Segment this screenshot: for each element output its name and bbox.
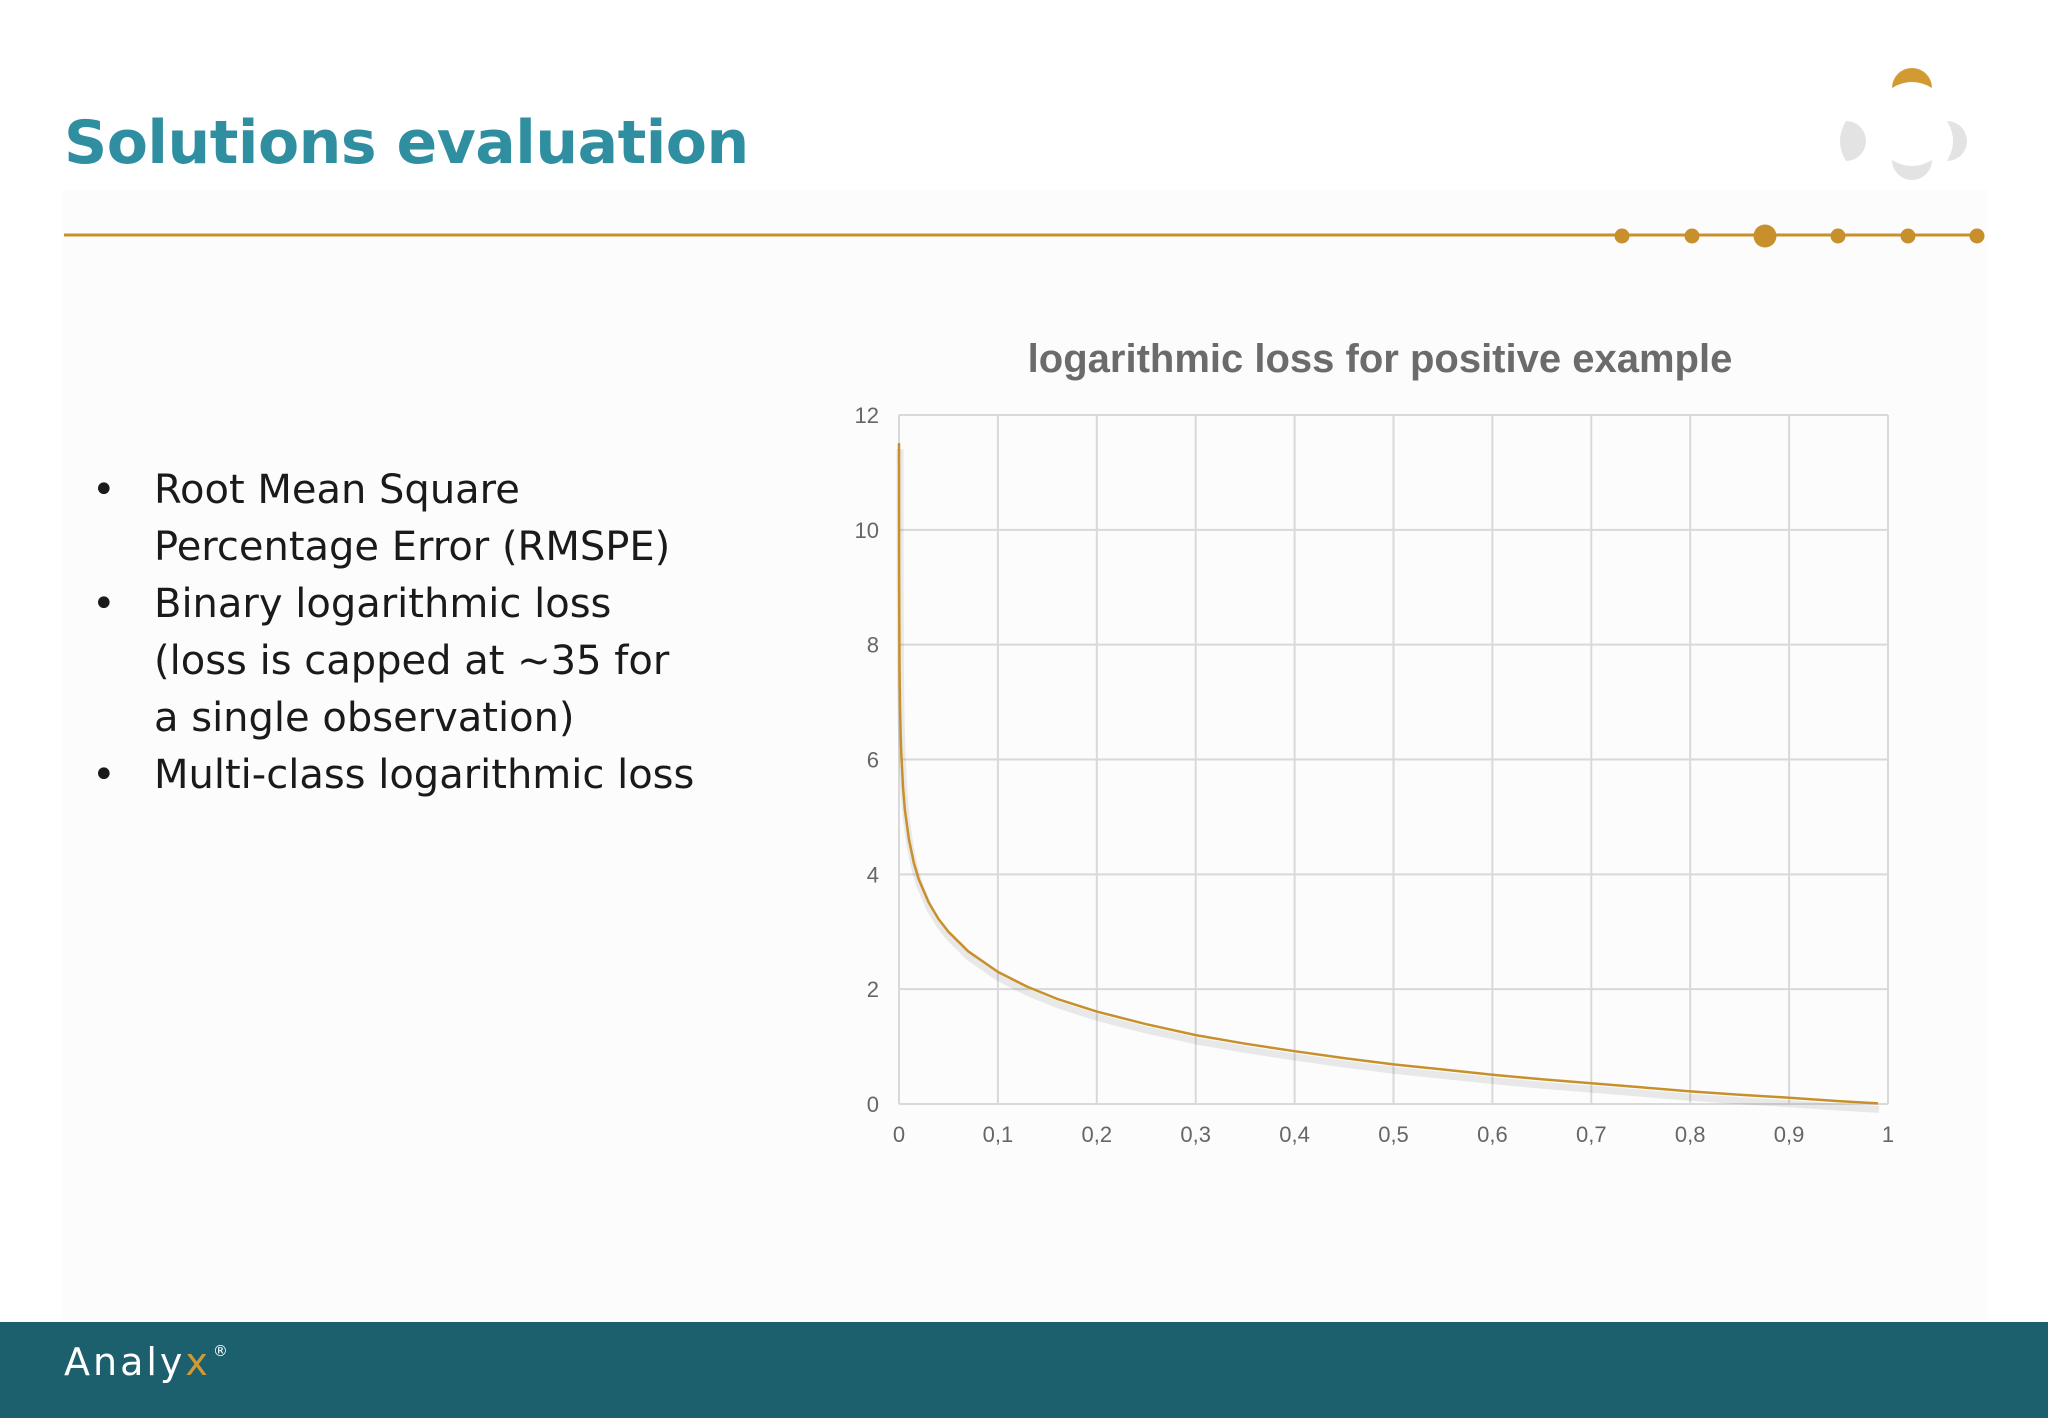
logo-mark-icon [1840, 68, 1967, 180]
series-line [897, 443, 1879, 1105]
x-tick-label: 0,6 [1477, 1122, 1508, 1147]
bullet-marker: • [92, 467, 116, 513]
bullet-line: a single observation) [154, 695, 575, 741]
logo-top-petal [1892, 68, 1932, 88]
footer-bar [0, 1322, 2048, 1418]
page-title: Solutions evaluation [64, 108, 749, 178]
x-tick-label: 0,8 [1675, 1122, 1706, 1147]
bullet-item: • Root Mean Square Percentage Error (RMS… [92, 462, 732, 576]
rule-dot [1969, 228, 1985, 244]
y-tick-label: 10 [855, 518, 879, 543]
x-tick-label: 0,7 [1576, 1122, 1607, 1147]
y-tick-label: 2 [867, 977, 879, 1002]
bullet-line: Percentage Error (RMSPE) [154, 524, 671, 570]
y-tick-label: 6 [867, 748, 879, 773]
rule-dot [1684, 228, 1700, 244]
x-tick-label: 0,4 [1279, 1122, 1310, 1147]
logo-right-petal [1947, 121, 1967, 161]
bullet-list: • Root Mean Square Percentage Error (RMS… [92, 462, 732, 804]
x-tick-label: 0 [893, 1122, 905, 1147]
rule-dot [1830, 228, 1846, 244]
bullet-line: Root Mean Square [154, 467, 520, 513]
bullet-item: • Multi-class logarithmic loss [92, 747, 732, 804]
bullet-line: (loss is capped at ~35 for [154, 638, 670, 684]
chart-series [896, 443, 1880, 1113]
brand-accent: x [185, 1340, 211, 1384]
bullet-line: Binary logarithmic loss [154, 581, 612, 627]
x-tick-label: 0,3 [1180, 1122, 1211, 1147]
chart-title: logarithmic loss for positive example [1028, 337, 1733, 381]
rule-dot-large [1753, 224, 1777, 248]
registered-mark: ® [212, 1342, 231, 1360]
rule-dot [1614, 228, 1630, 244]
y-tick-label: 0 [867, 1092, 879, 1117]
bullet-item: • Binary logarithmic loss (loss is cappe… [92, 576, 732, 747]
bullet-marker: • [92, 752, 116, 798]
y-tick-label: 12 [855, 403, 879, 428]
y-tick-label: 8 [867, 633, 879, 658]
title-rule [64, 224, 1985, 248]
logo-bottom-petal [1892, 160, 1932, 180]
slide-background [62, 190, 1988, 1320]
x-tick-label: 0,1 [983, 1122, 1014, 1147]
x-tick-label: 0,5 [1378, 1122, 1409, 1147]
x-tick-label: 0,9 [1774, 1122, 1805, 1147]
bullet-marker: • [92, 581, 116, 627]
bullet-line: Multi-class logarithmic loss [154, 752, 695, 798]
series-line-shadow [896, 449, 1880, 1113]
y-tick-label: 4 [867, 862, 879, 887]
rule-dot [1900, 228, 1916, 244]
brand-logo: Analyx ® [64, 1340, 231, 1384]
logo-left-petal [1840, 121, 1866, 161]
x-tick-label: 0,2 [1082, 1122, 1113, 1147]
x-tick-label: 1 [1882, 1122, 1894, 1147]
brand-name: Analy [64, 1340, 186, 1384]
